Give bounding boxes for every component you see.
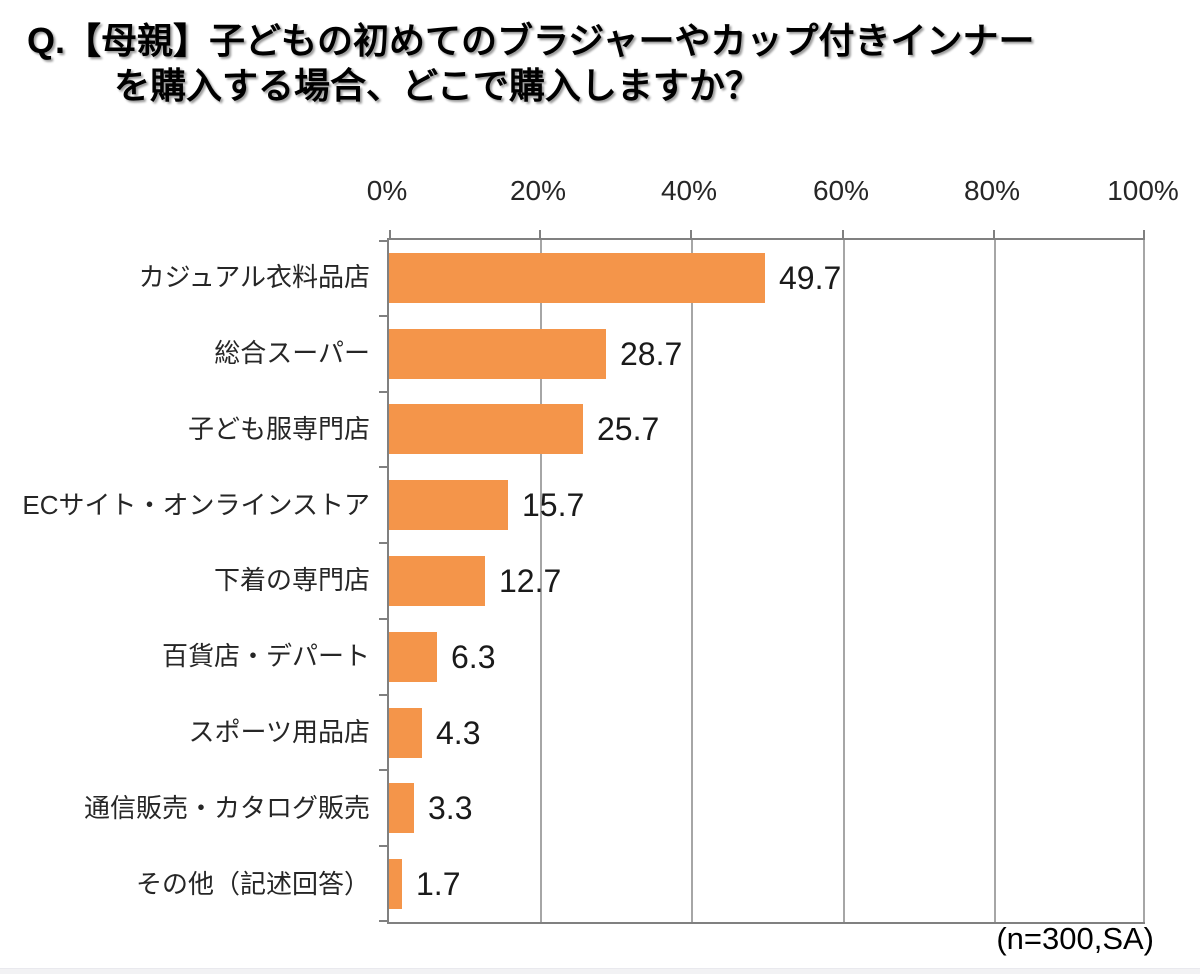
x-axis-tick-0 bbox=[389, 230, 391, 238]
bar-value-1: 28.7 bbox=[620, 336, 683, 372]
y-axis-tick-1 bbox=[379, 315, 387, 317]
chart-title-line1: Q.【母親】子どもの初めてのブラジャーやカップ付きインナー bbox=[27, 20, 1035, 61]
y-axis-tick-9 bbox=[379, 920, 387, 922]
category-label-2: 子ども服専門店 bbox=[187, 413, 370, 444]
x-axis-tick-20 bbox=[539, 230, 541, 238]
bar-value-3: 15.7 bbox=[522, 487, 585, 523]
x-axis-labels: 0% 20% 40% 60% 80% 100% bbox=[367, 174, 1179, 210]
sample-size-note: (n=300,SA) bbox=[996, 921, 1154, 956]
y-axis-tick-0 bbox=[379, 240, 387, 242]
y-axis-tick-4 bbox=[379, 542, 387, 544]
category-label-5: 百貨店・デパート bbox=[161, 641, 370, 672]
x-tick-label-20: 20% bbox=[509, 175, 567, 206]
bar-value-0: 49.7 bbox=[779, 260, 842, 296]
y-axis-tick-7 bbox=[379, 769, 387, 771]
x-tick-label-100: 100% bbox=[1107, 175, 1179, 206]
y-axis-tick-5 bbox=[379, 618, 387, 620]
y-axis-tick-2 bbox=[379, 391, 387, 393]
y-axis-tick-3 bbox=[379, 466, 387, 468]
category-label-3: ECサイト・オンラインストア bbox=[22, 489, 370, 520]
bar-1 bbox=[389, 329, 606, 379]
x-tick-label-40: 40% bbox=[660, 175, 718, 206]
x-tick-label-60: 60% bbox=[812, 175, 870, 206]
bar-value-4: 12.7 bbox=[499, 563, 562, 599]
x-axis-tick-100 bbox=[1143, 230, 1145, 238]
category-label-7: 通信販売・カタログ販売 bbox=[83, 792, 370, 823]
bar-value-2: 25.7 bbox=[597, 411, 660, 447]
bar-3 bbox=[389, 480, 508, 530]
x-axis-tick-40 bbox=[690, 230, 692, 238]
bar-4 bbox=[389, 556, 485, 606]
x-tick-label-0: 0% bbox=[366, 175, 408, 206]
x-axis-tick-60 bbox=[842, 230, 844, 238]
bar-value-5: 6.3 bbox=[451, 639, 496, 675]
category-label-4: 下着の専門店 bbox=[213, 565, 370, 596]
footer-strip bbox=[0, 968, 1200, 974]
category-label-6: スポーツ用品店 bbox=[188, 716, 370, 747]
bar-5 bbox=[389, 632, 437, 682]
chart-title-line2: を購入する場合、どこで購入しますか？ bbox=[114, 65, 761, 106]
gridline-80 bbox=[994, 240, 996, 922]
y-axis-tick-6 bbox=[379, 694, 387, 696]
y-axis-tick-8 bbox=[379, 845, 387, 847]
bar-8 bbox=[389, 859, 402, 909]
gridline-60 bbox=[843, 240, 845, 922]
bar-0 bbox=[389, 253, 765, 303]
gridline-100 bbox=[1143, 240, 1145, 922]
gridline-20 bbox=[540, 240, 542, 922]
x-tick-label-80: 80% bbox=[963, 175, 1021, 206]
bar-value-8: 1.7 bbox=[416, 866, 461, 902]
bar-2 bbox=[389, 404, 583, 454]
category-label-0: カジュアル衣料品店 bbox=[138, 262, 370, 293]
bar-6 bbox=[389, 708, 422, 758]
bar-value-6: 4.3 bbox=[436, 715, 481, 751]
category-label-1: 総合スーパー bbox=[214, 338, 370, 369]
bar-value-7: 3.3 bbox=[428, 790, 473, 826]
x-axis-tick-80 bbox=[993, 230, 995, 238]
category-labels: カジュアル衣料品店総合スーパー子ども服専門店 ECサイト・オンラインストア下着の専… bbox=[0, 238, 370, 920]
bar-7 bbox=[389, 783, 414, 833]
category-label-8: その他（記述回答） bbox=[135, 868, 370, 899]
gridline-40 bbox=[691, 240, 693, 922]
plot-area: 49.7 28.7 25.7 15.7 12.7 6.3 4.3 3.3 1.7 bbox=[379, 230, 1145, 924]
